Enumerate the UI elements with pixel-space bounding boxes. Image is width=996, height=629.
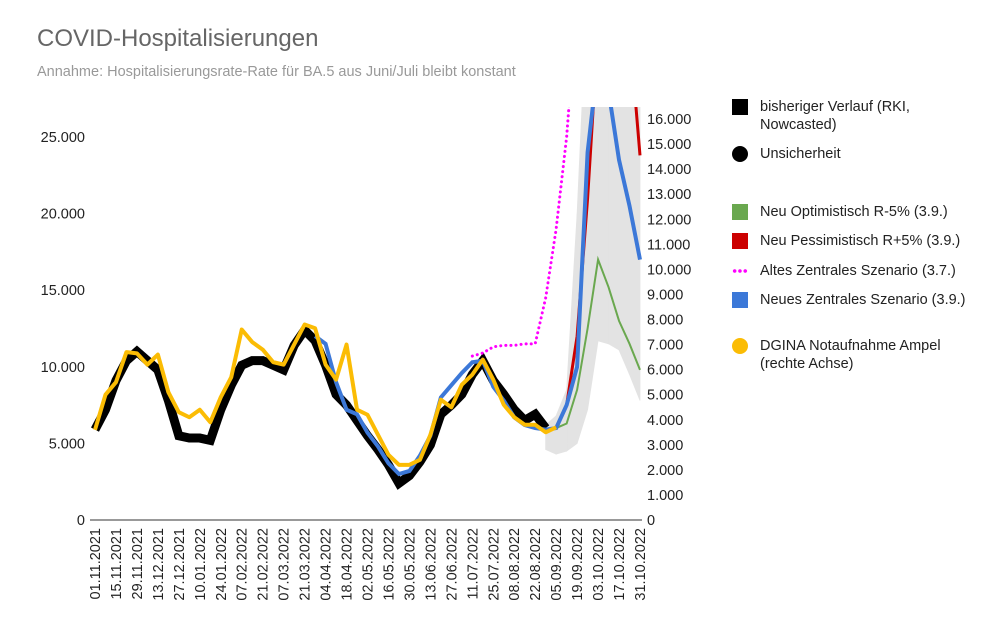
legend-item: DGINA Notaufnahme Ampel (rechte Achse) (732, 337, 985, 373)
series-line (313, 107, 642, 477)
x-tick-label: 19.09.2022 (570, 528, 586, 601)
y-tick-label: 10.000 (41, 360, 85, 376)
x-tick-label: 15.11.2021 (109, 528, 125, 600)
x-tick-label: 18.04.2022 (340, 528, 356, 601)
x-tick-label: 31.10.2022 (633, 528, 649, 601)
y2-tick-label: 0 (647, 513, 655, 529)
legend-label: DGINA Notaufnahme Ampel (rechte Achse) (760, 338, 941, 372)
x-tick-label: 21.03.2022 (298, 528, 314, 601)
y2-tick-label: 7.000 (647, 338, 683, 354)
x-tick-label: 21.02.2022 (256, 528, 272, 601)
x-tick-label: 03.10.2022 (591, 528, 607, 601)
legend-icon (732, 99, 748, 115)
y2-tick-label: 3.000 (647, 438, 683, 454)
x-tick-label: 29.11.2021 (130, 528, 146, 600)
x-tick-label: 24.01.2022 (214, 528, 230, 601)
legend-label: Unsicherheit (760, 146, 841, 162)
y2-tick-label: 13.000 (647, 187, 691, 203)
y2-tick-label: 15.000 (647, 137, 691, 153)
y-tick-label: 15.000 (41, 283, 85, 299)
x-tick-label: 02.05.2022 (361, 528, 377, 601)
y2-tick-label: 6.000 (647, 363, 683, 379)
x-tick-label: 27.12.2021 (172, 528, 188, 601)
x-tick-label: 10.01.2022 (193, 528, 209, 601)
legend-label: bisheriger Verlauf (RKI, Nowcasted) (760, 99, 910, 133)
uncertainty-band (629, 107, 641, 401)
plot-area (91, 107, 642, 490)
x-tick-label: 22.08.2022 (528, 528, 544, 601)
x-tick-label: 27.06.2022 (444, 528, 460, 601)
legend-label: Neu Optimistisch R-5% (3.9.) (760, 204, 948, 220)
y2-tick-label: 11.000 (647, 237, 690, 253)
y2-tick-label: 12.000 (647, 212, 691, 228)
series-line (470, 107, 571, 358)
x-tick-label: 13.12.2021 (151, 528, 167, 601)
chart-subtitle: Annahme: Hospitalisierungsrate-Rate für … (37, 64, 516, 80)
legend-label: Altes Zentrales Szenario (3.7.) (760, 263, 956, 279)
series-line (93, 322, 558, 467)
legend-label: Neu Pessimistisch R+5% (3.9.) (760, 233, 961, 249)
legend-icon (732, 338, 748, 354)
x-tick-label: 05.09.2022 (549, 528, 565, 601)
legend-icon (732, 233, 748, 249)
legend-item: Neu Pessimistisch R+5% (3.9.) (732, 232, 985, 250)
x-tick-label: 04.04.2022 (319, 528, 335, 601)
legend-label: Neues Zentrales Szenario (3.9.) (760, 292, 966, 308)
legend-item: Unsicherheit (732, 145, 985, 163)
y2-tick-label: 5.000 (647, 388, 683, 404)
series-line (554, 107, 642, 429)
x-tick-label: 01.11.2021 (88, 528, 104, 600)
y2-tick-label: 4.000 (647, 413, 683, 429)
x-tick-label: 07.02.2022 (235, 528, 251, 601)
y-tick-label: 5.000 (49, 436, 85, 452)
legend-icon (732, 292, 748, 308)
legend-icon (732, 146, 748, 162)
uncertainty-band (608, 107, 620, 351)
y2-tick-label: 9.000 (647, 287, 683, 303)
x-tick-label: 17.10.2022 (612, 528, 628, 601)
x-tick-label: 13.06.2022 (423, 528, 439, 601)
y-tick-label: 20.000 (41, 207, 85, 223)
x-tick-label: 30.05.2022 (402, 528, 418, 601)
chart-title: COVID-Hospitalisierungen (37, 25, 318, 52)
y2-tick-label: 8.000 (647, 313, 683, 329)
uncertainty-band (545, 414, 557, 455)
y2-tick-label: 16.000 (647, 112, 691, 128)
y-tick-label: 25.000 (41, 130, 85, 146)
y2-tick-label: 1.000 (647, 488, 683, 504)
legend-icon (732, 269, 748, 273)
x-tick-label: 25.07.2022 (486, 528, 502, 601)
x-tick-label: 08.08.2022 (507, 528, 523, 601)
y2-tick-label: 14.000 (647, 162, 691, 178)
y2-tick-label: 10.000 (647, 262, 691, 278)
legend-item: Altes Zentrales Szenario (3.7.) (732, 262, 985, 280)
x-tick-label: 16.05.2022 (381, 528, 397, 601)
uncertainty-band (597, 107, 609, 345)
x-tick-label: 07.03.2022 (277, 528, 293, 601)
series-line (555, 255, 641, 430)
y2-tick-label: 2.000 (647, 463, 683, 479)
legend-item: Neues Zentrales Szenario (3.9.) (732, 291, 985, 309)
legend-item: bisheriger Verlauf (RKI, Nowcasted) (732, 98, 985, 134)
uncertainty-band (587, 107, 599, 410)
legend-icon (732, 204, 748, 220)
legend-item: Neu Optimistisch R-5% (3.9.) (732, 203, 985, 221)
x-tick-label: 11.07.2022 (465, 528, 481, 600)
y-tick-label: 0 (77, 513, 85, 529)
